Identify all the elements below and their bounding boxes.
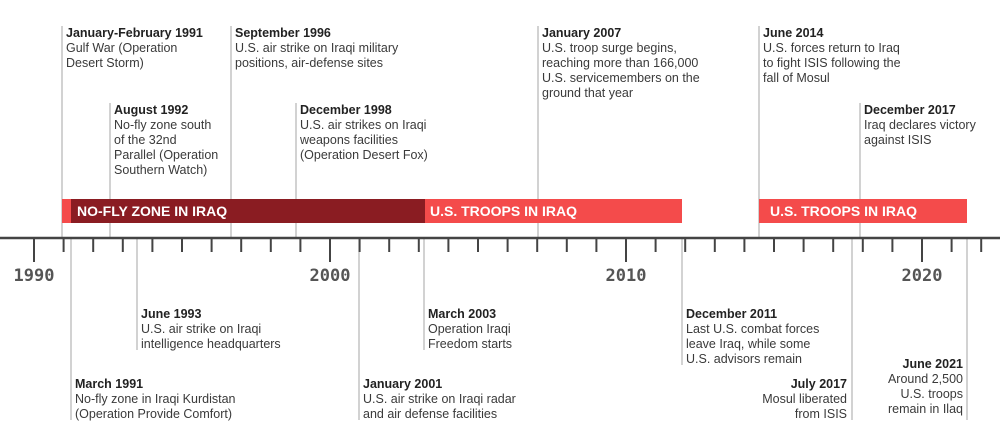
event-text: fall of Mosul xyxy=(763,71,830,85)
event-text: weapons facilities xyxy=(299,133,398,147)
axis-ticks xyxy=(33,238,983,262)
event-aug-1992: August 1992 No-fly zone south of the 32n… xyxy=(114,103,218,177)
event-text: U.S. troops xyxy=(900,387,963,401)
event-text: (Operation Provide Comfort) xyxy=(75,407,232,421)
event-text: No-fly zone south xyxy=(114,118,211,132)
event-text: to fight ISIS following the xyxy=(763,56,901,70)
axis: 1990 2000 2010 2020 xyxy=(0,236,1000,286)
event-dec-1998: December 1998 U.S. air strikes on Iraqi … xyxy=(299,103,428,162)
event-text: Iraq declares victory xyxy=(864,118,977,132)
event-gulf-war: January-February 1991 Gulf War (Operatio… xyxy=(66,26,203,70)
event-date: December 2017 xyxy=(864,103,956,117)
year-label-2020: 2020 xyxy=(902,266,943,286)
event-date: June 2021 xyxy=(903,357,964,371)
event-jan-2007: January 2007 U.S. troop surge begins, re… xyxy=(542,26,700,100)
event-text: Southern Watch) xyxy=(114,163,207,177)
event-date: March 1991 xyxy=(75,377,143,391)
bands: NO-FLY ZONE IN IRAQ U.S. TROOPS IN IRAQ … xyxy=(62,199,967,223)
event-text: against ISIS xyxy=(864,133,931,147)
event-date: August 1992 xyxy=(114,103,188,117)
event-jul-2017: July 2017 Mosul liberated from ISIS xyxy=(762,377,847,421)
event-text: reaching more than 166,000 xyxy=(542,56,698,70)
event-date: January 2007 xyxy=(542,26,621,40)
event-jan-2001: January 2001 U.S. air strike on Iraqi ra… xyxy=(363,377,516,421)
event-dec-2011: December 2011 Last U.S. combat forces le… xyxy=(686,307,819,366)
event-date: December 1998 xyxy=(300,103,392,117)
event-text: positions, air-defense sites xyxy=(235,56,383,70)
band-label-troops-1: U.S. TROOPS IN IRAQ xyxy=(430,203,577,219)
leader-lines xyxy=(61,26,968,420)
event-date: January 2001 xyxy=(363,377,442,391)
band-troops-2 xyxy=(759,199,967,223)
band-label-nofly: NO-FLY ZONE IN IRAQ xyxy=(77,203,227,219)
event-text: Parallel (Operation xyxy=(114,148,218,162)
event-date: September 1996 xyxy=(235,26,331,40)
event-mar-2003: March 2003 Operation Iraqi Freedom start… xyxy=(428,307,512,351)
event-text: Desert Storm) xyxy=(66,56,144,70)
event-text: U.S. air strike on Iraqi xyxy=(141,322,261,336)
event-jun-2021: June 2021 Around 2,500 U.S. troops remai… xyxy=(888,357,963,416)
event-text: Operation Iraqi xyxy=(428,322,511,336)
event-text: intelligence headquarters xyxy=(141,337,281,351)
event-text: ground that year xyxy=(542,86,633,100)
band-nofly-accent xyxy=(62,199,71,223)
event-text: Around 2,500 xyxy=(888,372,963,386)
event-text: remain in Ilaq xyxy=(888,402,963,416)
event-sep-1996: September 1996 U.S. air strike on Iraqi … xyxy=(235,26,399,70)
event-jun-1993: June 1993 U.S. air strike on Iraqi intel… xyxy=(141,307,281,351)
event-text: leave Iraq, while some xyxy=(686,337,810,351)
event-text: No-fly zone in Iraqi Kurdistan xyxy=(75,392,236,406)
event-text: of the 32nd xyxy=(114,133,177,147)
event-text: U.S. air strike on Iraqi radar xyxy=(363,392,516,406)
event-text: and air defense facilities xyxy=(363,407,497,421)
event-text: U.S. advisors remain xyxy=(686,352,802,366)
band-label-troops-2: U.S. TROOPS IN IRAQ xyxy=(770,203,917,219)
event-text: U.S. air strikes on Iraqi xyxy=(300,118,426,132)
band-troops-1 xyxy=(425,199,682,223)
event-date: July 2017 xyxy=(791,377,847,391)
event-jun-2014: June 2014 U.S. forces return to Iraq to … xyxy=(763,26,901,85)
event-text: U.S. forces return to Iraq xyxy=(763,41,900,55)
event-text: from ISIS xyxy=(795,407,847,421)
event-date: January-February 1991 xyxy=(66,26,203,40)
event-dec-2017: December 2017 Iraq declares victory agai… xyxy=(864,103,977,147)
year-label-2010: 2010 xyxy=(606,266,647,286)
event-date: June 1993 xyxy=(141,307,202,321)
event-text: Freedom starts xyxy=(428,337,512,351)
event-text: U.S. servicemembers on the xyxy=(542,71,700,85)
event-date: June 2014 xyxy=(763,26,824,40)
event-mar-1991: March 1991 No-fly zone in Iraqi Kurdista… xyxy=(75,377,236,421)
event-date: December 2011 xyxy=(686,307,777,321)
event-text: Last U.S. combat forces xyxy=(686,322,819,336)
event-text: U.S. troop surge begins, xyxy=(542,41,677,55)
event-text: Mosul liberated xyxy=(762,392,847,406)
event-text: U.S. air strike on Iraqi military xyxy=(235,41,399,55)
year-label-1990: 1990 xyxy=(14,266,55,286)
year-label-2000: 2000 xyxy=(310,266,351,286)
event-date: March 2003 xyxy=(428,307,496,321)
event-text: (Operation Desert Fox) xyxy=(300,148,428,162)
event-text: Gulf War (Operation xyxy=(66,41,177,55)
band-nofly xyxy=(62,199,425,223)
